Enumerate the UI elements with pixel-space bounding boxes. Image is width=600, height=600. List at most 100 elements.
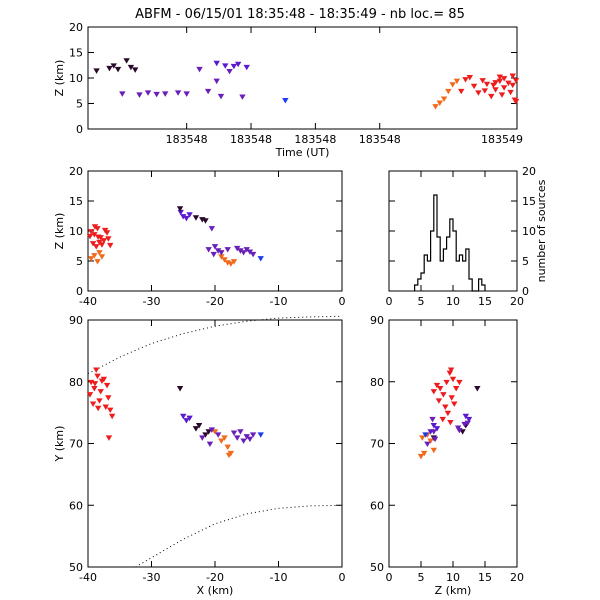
- data-point: [206, 441, 214, 448]
- data-point: [214, 248, 222, 254]
- data-point: [492, 87, 499, 93]
- y-tick-label: 50: [69, 561, 83, 574]
- data-point: [458, 88, 465, 95]
- data-point: [208, 226, 216, 232]
- data-point: [97, 389, 104, 395]
- data-point: [500, 76, 508, 82]
- data-point: [98, 254, 106, 260]
- data-point: [94, 405, 102, 412]
- data-point: [437, 386, 444, 392]
- figure-title: ABFM - 06/15/01 18:35:48 - 18:35:49 - nb…: [135, 7, 465, 22]
- histogram-bar: [453, 231, 456, 291]
- data-point: [153, 91, 160, 98]
- data-point: [202, 432, 209, 438]
- data-point: [246, 249, 254, 255]
- data-point: [230, 63, 238, 70]
- y-tick-label: 0: [76, 285, 83, 298]
- histogram-bar: [431, 231, 434, 291]
- x-tick-label: 183548: [166, 133, 208, 146]
- y-axis-label: Y (km): [53, 426, 66, 463]
- data-point: [509, 82, 516, 89]
- x-tick-label: 183548: [230, 133, 272, 146]
- y-tick-label: 60: [370, 499, 384, 512]
- data-point: [257, 432, 264, 438]
- panel-x-height: 0 5 10 15 20 -40 -30 -20 -10 0 Z (km): [53, 165, 346, 308]
- histogram-bar: [427, 261, 430, 291]
- data-point: [282, 98, 289, 104]
- histogram-bar: [415, 285, 418, 291]
- data-point: [93, 367, 100, 373]
- data-point: [230, 259, 238, 265]
- data-point: [195, 423, 203, 429]
- data-point: [218, 254, 225, 260]
- histogram-bar: [459, 255, 462, 291]
- data-point: [89, 241, 97, 247]
- data-point: [105, 395, 112, 401]
- data-point: [440, 392, 447, 398]
- data-point: [234, 245, 241, 252]
- data-point: [479, 78, 486, 84]
- data-point: [103, 382, 111, 389]
- data-point: [183, 215, 190, 222]
- histogram-bar: [437, 237, 440, 291]
- x-tick-label: 10: [446, 295, 460, 308]
- data-point: [91, 253, 98, 259]
- data-point: [221, 257, 228, 263]
- data-point: [237, 429, 244, 435]
- histogram-bar: [450, 219, 453, 291]
- data-point: [94, 373, 101, 380]
- data-point: [180, 413, 187, 420]
- data-point: [427, 438, 434, 444]
- data-point: [234, 435, 241, 441]
- data-point: [440, 96, 448, 102]
- x-tick-label: 183549: [481, 133, 523, 146]
- x-tick-label: 183548: [294, 133, 336, 146]
- histogram-bar: [479, 279, 482, 291]
- data-point: [470, 83, 478, 90]
- histogram-steps: [414, 194, 486, 292]
- data-point: [176, 206, 184, 212]
- y-tick-label: 15: [69, 195, 83, 208]
- data-point: [218, 438, 225, 444]
- data-point: [227, 450, 235, 457]
- data-point: [204, 88, 212, 95]
- data-point: [431, 436, 439, 443]
- x-tick-label: -20: [206, 571, 224, 584]
- data-point: [101, 227, 109, 234]
- data-point: [94, 234, 102, 240]
- data-point: [474, 386, 481, 392]
- y-tick-label: 10: [522, 225, 536, 238]
- data-point: [448, 395, 455, 401]
- data-point: [246, 436, 254, 443]
- data-point: [226, 68, 233, 75]
- data-point: [447, 367, 455, 373]
- data-point: [127, 64, 135, 71]
- data-point: [481, 88, 489, 94]
- data-point: [509, 73, 516, 79]
- data-point: [210, 251, 217, 258]
- y-tick-label: 70: [69, 438, 83, 451]
- data-point: [136, 92, 143, 98]
- data-point: [213, 60, 220, 67]
- x-tick-label: -30: [143, 295, 161, 308]
- y-tick-label: 0: [76, 123, 83, 136]
- x-axis-label: Time (UT): [275, 146, 330, 159]
- histogram-bar: [482, 285, 485, 291]
- y-tick-label: 20: [522, 165, 536, 178]
- data-point: [424, 441, 431, 448]
- data-point: [196, 66, 203, 73]
- x-tick-label: -40: [79, 295, 97, 308]
- data-point: [453, 386, 460, 392]
- data-point: [174, 90, 182, 96]
- data-point: [202, 218, 209, 224]
- data-point: [234, 61, 242, 68]
- data-point: [449, 376, 457, 383]
- data-point: [512, 78, 520, 84]
- data-point: [496, 78, 504, 85]
- data-point: [243, 64, 250, 71]
- data-point: [249, 432, 257, 438]
- data-point: [444, 410, 452, 417]
- histogram-bar: [466, 249, 469, 291]
- data-point: [421, 450, 428, 457]
- data-point: [123, 58, 130, 64]
